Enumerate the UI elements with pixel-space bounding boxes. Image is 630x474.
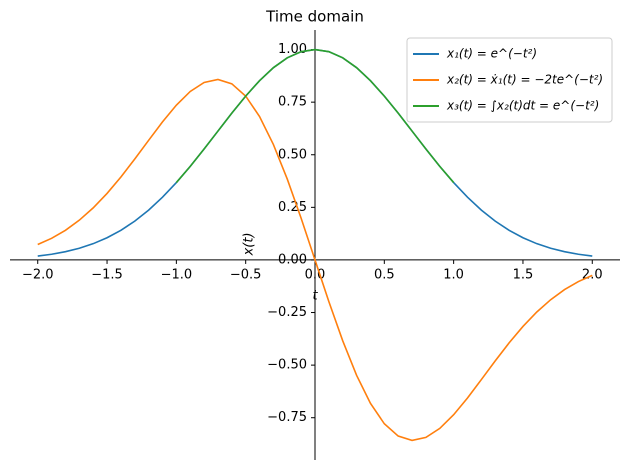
x-tick-label: −1.0: [161, 267, 193, 282]
y-tick-label: 1.00: [278, 42, 307, 57]
y-tick-label: 0.50: [278, 147, 307, 162]
x-tick-label: 2.0: [582, 267, 603, 282]
x-tick-label: −2.0: [22, 267, 54, 282]
legend-label: x₂(t) = ẋ₁(t) = −2te^(−t²): [446, 73, 603, 87]
line: [175, 48, 455, 184]
x-tick-label: 0.5: [374, 267, 395, 282]
y-tick-label: −0.50: [267, 358, 307, 373]
line: [37, 78, 593, 442]
y-tick-label: −0.75: [267, 410, 307, 425]
legend-label: x₃(t) = ∫x₂(t)dt = e^(−t²): [446, 99, 599, 113]
y-tick-label: −0.25: [267, 305, 307, 320]
chart-title: Time domain: [265, 8, 364, 26]
x-axis-label: t: [312, 288, 318, 303]
legend-label: x₁(t) = e^(−t²): [446, 47, 537, 61]
x-tick-label: 1.0: [443, 267, 464, 282]
x-tick-label: −0.5: [230, 267, 262, 282]
legend: x₁(t) = e^(−t²) x₂(t) = ẋ₁(t) = −2te^(−t²…: [406, 37, 613, 123]
y-axis-label: x(t): [242, 232, 257, 256]
y-tick-label: 0.00: [278, 252, 307, 267]
x-tick-label: −1.5: [91, 267, 123, 282]
legend-box: [406, 37, 613, 123]
y-tick-label: 0.75: [278, 95, 307, 110]
y-tick-label: 0.25: [278, 200, 307, 215]
x-tick-label: 0.0: [305, 267, 326, 282]
x-tick-label: 1.5: [513, 267, 534, 282]
